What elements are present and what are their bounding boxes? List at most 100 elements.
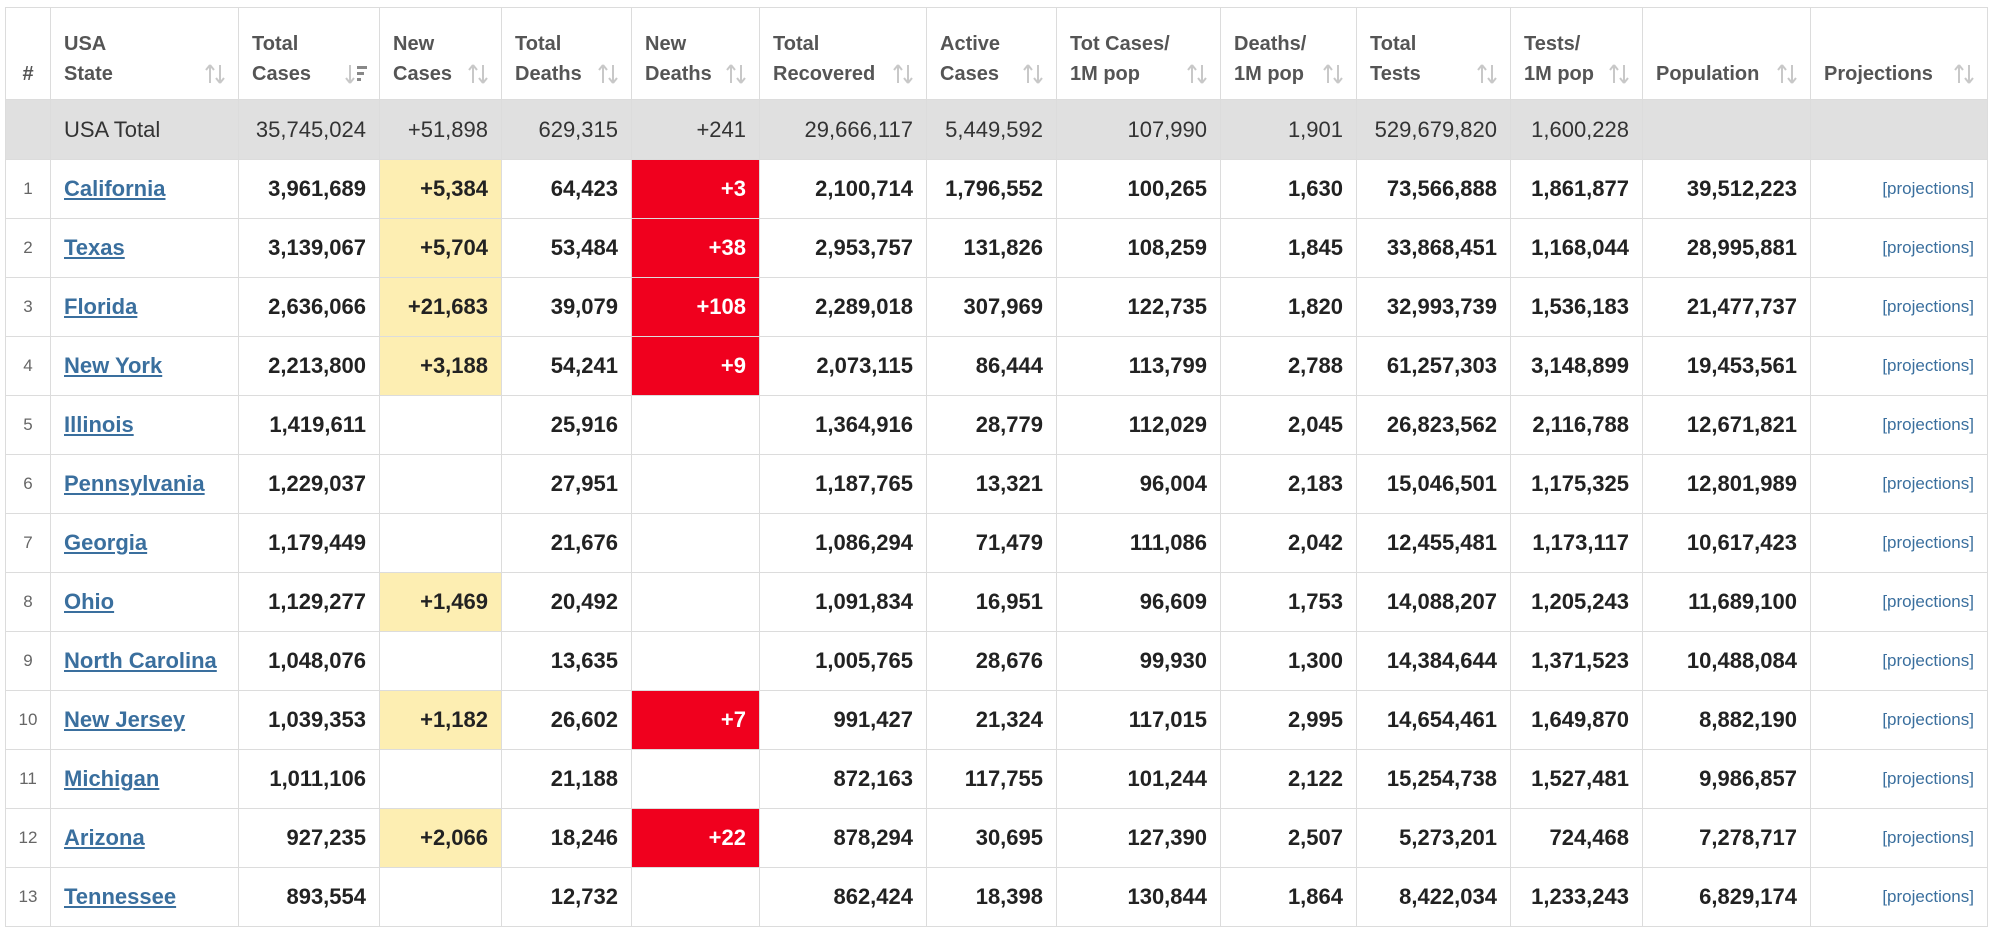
- column-header-new-cases[interactable]: New Cases: [379, 7, 502, 100]
- tests-per-1m-cell: 2,116,788: [1510, 395, 1643, 455]
- projections-link[interactable]: [projections]: [1882, 238, 1974, 257]
- projections-link[interactable]: [projections]: [1882, 415, 1974, 434]
- tests-per-1m-cell: 1,527,481: [1510, 749, 1643, 809]
- column-header-state[interactable]: USA State: [50, 7, 239, 100]
- state-link[interactable]: New York: [64, 353, 163, 378]
- population-cell: 21,477,737: [1642, 277, 1811, 337]
- active-cases-cell: 1,796,552: [926, 159, 1057, 219]
- table-row: 12 Arizona 927,235 +2,066 18,246 +22 878,294 30…: [5, 808, 1988, 868]
- column-header-total-deaths[interactable]: Total Deaths: [501, 7, 632, 100]
- sort-arrows-icon[interactable]: [1321, 63, 1345, 85]
- total-recovered-cell: 878,294: [759, 808, 927, 868]
- column-header-tests-per-1m[interactable]: Tests/1M pop: [1510, 7, 1643, 100]
- sort-arrows-icon[interactable]: [1475, 63, 1499, 85]
- new-cases-cell: [379, 749, 502, 809]
- sort-arrows-icon[interactable]: [1952, 63, 1976, 85]
- column-header-deaths-per-1m[interactable]: Deaths/1M pop: [1220, 7, 1357, 100]
- projections-link[interactable]: [projections]: [1882, 179, 1974, 198]
- state-cell: Tennessee: [50, 867, 239, 927]
- population-cell: 9,986,857: [1642, 749, 1811, 809]
- tests-per-1m-cell: 1,371,523: [1510, 631, 1643, 691]
- state-link[interactable]: Illinois: [64, 412, 134, 437]
- table-row: 1 California 3,961,689 +5,384 64,423 +3 2,100,…: [5, 159, 1988, 219]
- projections-link[interactable]: [projections]: [1882, 592, 1974, 611]
- total-cases-cell: 1,179,449: [238, 513, 380, 573]
- total-cases-cell: 3,139,067: [238, 218, 380, 278]
- state-link[interactable]: Texas: [64, 235, 125, 260]
- sort-arrows-icon[interactable]: [1185, 63, 1209, 85]
- sort-descending-icon[interactable]: [344, 63, 368, 85]
- total-tests-cell: 32,993,739: [1356, 277, 1511, 337]
- column-header-projections[interactable]: Projections: [1810, 7, 1988, 100]
- projections-cell: [projections]: [1810, 159, 1988, 219]
- projections-link[interactable]: [projections]: [1882, 887, 1974, 906]
- column-header-line1: New: [393, 33, 435, 55]
- state-link[interactable]: California: [64, 176, 166, 201]
- state-link[interactable]: New Jersey: [64, 707, 186, 732]
- column-header-total-cases[interactable]: Total Cases: [238, 7, 380, 100]
- column-header-total-recovered[interactable]: Total Recovered: [759, 7, 927, 100]
- sort-arrows-icon[interactable]: [724, 63, 748, 85]
- total-deaths-per-1m: 1,901: [1220, 99, 1357, 160]
- projections-link[interactable]: [projections]: [1882, 710, 1974, 729]
- cases-per-1m-cell: 113,799: [1056, 336, 1221, 396]
- total-new-cases: +51,898: [379, 99, 502, 160]
- column-header-population[interactable]: Population: [1642, 7, 1811, 100]
- total-deaths-cell: 21,676: [501, 513, 632, 573]
- column-header-line1: Total: [252, 33, 299, 55]
- projections-link[interactable]: [projections]: [1882, 474, 1974, 493]
- table-body: USA Total 35,745,024 +51,898 629,315 +241 29,…: [5, 99, 1988, 927]
- state-link[interactable]: Tennessee: [64, 884, 177, 909]
- new-cases-cell: +3,188: [379, 336, 502, 396]
- active-cases-cell: 28,779: [926, 395, 1057, 455]
- total-deaths-cell: 20,492: [501, 572, 632, 632]
- sort-arrows-icon[interactable]: [203, 63, 227, 85]
- state-link[interactable]: North Carolina: [64, 648, 217, 673]
- state-link[interactable]: Florida: [64, 294, 138, 319]
- sort-arrows-icon[interactable]: [596, 63, 620, 85]
- table-row: 5 Illinois 1,419,611 25,916 1,364,916 28,779 1…: [5, 395, 1988, 455]
- state-link[interactable]: Arizona: [64, 825, 145, 850]
- row-index: 11: [5, 749, 51, 809]
- sort-arrows-icon[interactable]: [1021, 63, 1045, 85]
- tests-per-1m-cell: 1,175,325: [1510, 454, 1643, 514]
- sort-arrows-icon[interactable]: [891, 63, 915, 85]
- projections-link[interactable]: [projections]: [1882, 651, 1974, 670]
- state-link[interactable]: Michigan: [64, 766, 160, 791]
- cases-per-1m-cell: 96,609: [1056, 572, 1221, 632]
- cases-per-1m-cell: 111,086: [1056, 513, 1221, 573]
- state-link[interactable]: Pennsylvania: [64, 471, 205, 496]
- sort-arrows-icon[interactable]: [1607, 63, 1631, 85]
- state-link[interactable]: Georgia: [64, 530, 148, 555]
- sort-arrows-icon[interactable]: [466, 63, 490, 85]
- projections-link[interactable]: [projections]: [1882, 356, 1974, 375]
- deaths-per-1m-cell: 1,630: [1220, 159, 1357, 219]
- projections-link[interactable]: [projections]: [1882, 828, 1974, 847]
- projections-link[interactable]: [projections]: [1882, 533, 1974, 552]
- column-header-cases-per-1m[interactable]: Tot Cases/1M pop: [1056, 7, 1221, 100]
- total-projections: [1810, 99, 1988, 160]
- state-link[interactable]: Ohio: [64, 589, 115, 614]
- column-header-active-cases[interactable]: Active Cases: [926, 7, 1057, 100]
- deaths-per-1m-cell: 2,788: [1220, 336, 1357, 396]
- total-cases-cell: 1,129,277: [238, 572, 380, 632]
- row-index: 7: [5, 513, 51, 573]
- state-cell: Arizona: [50, 808, 239, 868]
- column-header-total-tests[interactable]: Total Tests: [1356, 7, 1511, 100]
- projections-cell: [projections]: [1810, 277, 1988, 337]
- new-cases-cell: +5,704: [379, 218, 502, 278]
- total-new-deaths: +241: [631, 99, 760, 160]
- sort-arrows-icon[interactable]: [1775, 63, 1799, 85]
- cases-per-1m-cell: 122,735: [1056, 277, 1221, 337]
- projections-cell: [projections]: [1810, 395, 1988, 455]
- state-cell: Michigan: [50, 749, 239, 809]
- column-header-new-deaths[interactable]: New Deaths: [631, 7, 760, 100]
- new-deaths-cell: +108: [631, 277, 760, 337]
- projections-link[interactable]: [projections]: [1882, 297, 1974, 316]
- population-cell: 19,453,561: [1642, 336, 1811, 396]
- tests-per-1m-cell: 1,536,183: [1510, 277, 1643, 337]
- table-row: 2 Texas 3,139,067 +5,704 53,484 +38 2,953,757 1…: [5, 218, 1988, 278]
- total-total-tests: 529,679,820: [1356, 99, 1511, 160]
- tests-per-1m-cell: 1,233,243: [1510, 867, 1643, 927]
- projections-link[interactable]: [projections]: [1882, 769, 1974, 788]
